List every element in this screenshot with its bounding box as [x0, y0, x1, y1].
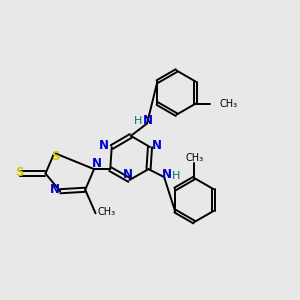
Text: N: N [50, 183, 60, 196]
Text: CH₃: CH₃ [219, 99, 237, 109]
Text: S: S [52, 150, 60, 163]
Text: N: N [162, 168, 172, 181]
Text: H: H [134, 116, 142, 126]
Text: CH₃: CH₃ [97, 207, 115, 217]
Text: N: N [123, 168, 133, 181]
Text: N: N [99, 139, 110, 152]
Text: N: N [92, 157, 102, 170]
Text: N: N [152, 139, 162, 152]
Text: S: S [15, 166, 23, 178]
Text: H: H [172, 171, 180, 181]
Text: N: N [142, 114, 153, 127]
Text: CH₃: CH₃ [185, 153, 203, 163]
